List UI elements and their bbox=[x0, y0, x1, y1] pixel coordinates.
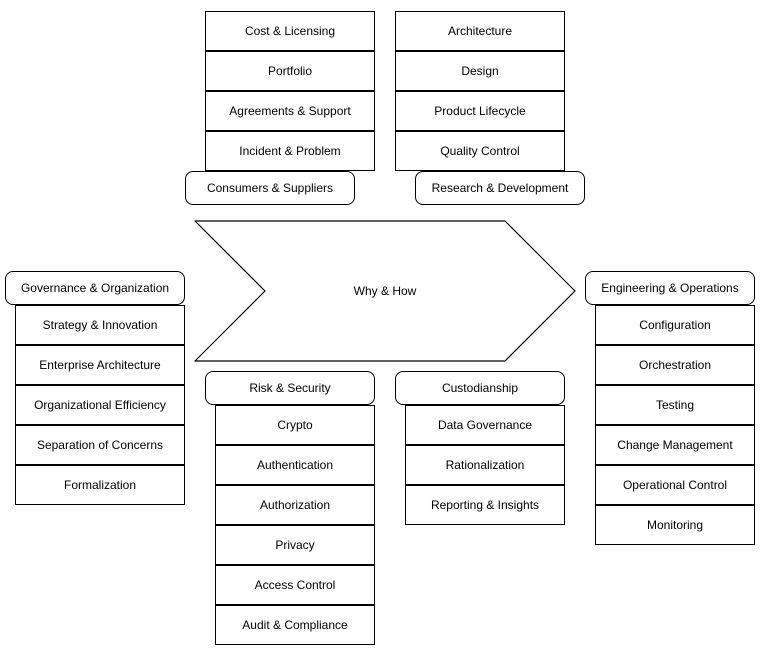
item-testing: Testing bbox=[595, 385, 755, 425]
item-orchestration: Orchestration bbox=[595, 345, 755, 385]
item-crypto: Crypto bbox=[215, 405, 375, 445]
item-cost-licensing: Cost & Licensing bbox=[205, 11, 375, 51]
item-quality-control: Quality Control bbox=[395, 131, 565, 171]
item-incident-problem: Incident & Problem bbox=[205, 131, 375, 171]
item-product-lifecycle: Product Lifecycle bbox=[395, 91, 565, 131]
item-portfolio: Portfolio bbox=[205, 51, 375, 91]
header-custodianship: Custodianship bbox=[395, 371, 565, 405]
item-change-management: Change Management bbox=[595, 425, 755, 465]
item-privacy: Privacy bbox=[215, 525, 375, 565]
item-separation-of-concerns: Separation of Concerns bbox=[15, 425, 185, 465]
header-governance-organization: Governance & Organization bbox=[5, 271, 185, 305]
item-authorization: Authorization bbox=[215, 485, 375, 525]
item-agreements-support: Agreements & Support bbox=[205, 91, 375, 131]
header-consumers-suppliers: Consumers & Suppliers bbox=[185, 171, 355, 205]
header-research-development: Research & Development bbox=[415, 171, 585, 205]
item-audit-compliance: Audit & Compliance bbox=[215, 605, 375, 645]
item-operational-control: Operational Control bbox=[595, 465, 755, 505]
item-reporting-insights: Reporting & Insights bbox=[405, 485, 565, 525]
item-formalization: Formalization bbox=[15, 465, 185, 505]
item-authentication: Authentication bbox=[215, 445, 375, 485]
item-monitoring: Monitoring bbox=[595, 505, 755, 545]
item-strategy-innovation: Strategy & Innovation bbox=[15, 305, 185, 345]
item-access-control: Access Control bbox=[215, 565, 375, 605]
center-arrow-shape bbox=[195, 221, 575, 361]
item-configuration: Configuration bbox=[595, 305, 755, 345]
item-enterprise-architecture: Enterprise Architecture bbox=[15, 345, 185, 385]
item-rationalization: Rationalization bbox=[405, 445, 565, 485]
header-engineering-operations: Engineering & Operations bbox=[585, 271, 755, 305]
item-data-governance: Data Governance bbox=[405, 405, 565, 445]
item-architecture: Architecture bbox=[395, 11, 565, 51]
item-design: Design bbox=[395, 51, 565, 91]
item-organizational-efficiency: Organizational Efficiency bbox=[15, 385, 185, 425]
header-risk-security: Risk & Security bbox=[205, 371, 375, 405]
